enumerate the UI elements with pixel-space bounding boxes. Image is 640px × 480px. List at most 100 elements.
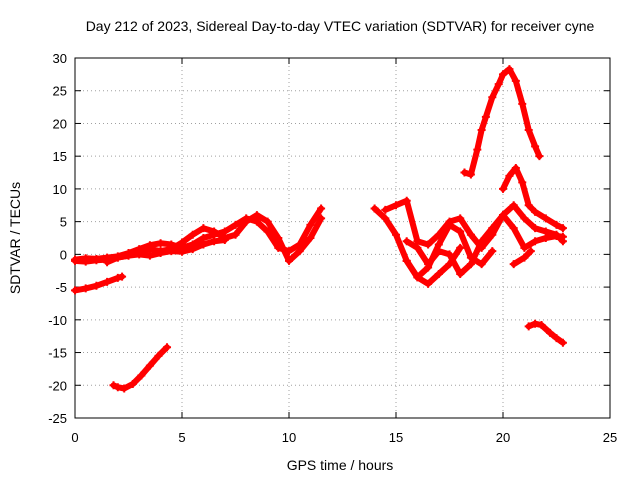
data-point xyxy=(402,237,411,246)
data-point xyxy=(494,80,503,89)
data-point xyxy=(520,243,529,252)
data-point xyxy=(220,235,229,244)
data-point xyxy=(92,281,101,290)
data-point xyxy=(434,240,443,249)
y-tick-label: 10 xyxy=(53,182,67,197)
data-point xyxy=(499,184,507,193)
data-point xyxy=(113,273,122,282)
data-point xyxy=(511,163,520,172)
data-point xyxy=(392,201,400,210)
data-point xyxy=(466,253,475,262)
data-point xyxy=(558,338,567,347)
y-tick-label: -5 xyxy=(55,280,67,295)
series-sat-l xyxy=(509,247,535,269)
x-axis-label: GPS time / hours xyxy=(287,457,394,473)
data-point xyxy=(274,234,283,242)
data-point xyxy=(252,211,261,220)
series-sat-k xyxy=(499,163,567,233)
data-point xyxy=(113,383,122,392)
data-point xyxy=(481,112,490,121)
data-point xyxy=(477,260,486,269)
data-point xyxy=(518,178,527,187)
series-sat-c xyxy=(71,272,127,295)
x-tick-label: 10 xyxy=(282,430,296,445)
data-point xyxy=(552,334,561,343)
data-point xyxy=(466,170,475,179)
data-point xyxy=(137,371,146,380)
data-point xyxy=(511,76,520,85)
data-point xyxy=(199,224,208,233)
data-point xyxy=(285,256,293,265)
data-point xyxy=(456,270,465,278)
data-point xyxy=(526,247,535,256)
y-tick-label: -25 xyxy=(48,411,67,426)
data-point xyxy=(445,220,454,229)
data-point xyxy=(188,230,197,239)
data-point xyxy=(128,379,137,388)
data-point xyxy=(499,70,507,79)
data-point xyxy=(535,152,544,161)
data-point xyxy=(231,220,240,229)
chart-title: Day 212 of 2023, Sidereal Day-to-day VTE… xyxy=(86,18,595,34)
data-point xyxy=(92,256,101,265)
data-point xyxy=(434,270,443,278)
data-point xyxy=(520,253,529,262)
data-point xyxy=(263,217,272,226)
data-point xyxy=(188,245,197,254)
data-point xyxy=(509,260,518,269)
plot-frame xyxy=(74,57,611,419)
data-point xyxy=(531,142,540,151)
x-tick-label: 15 xyxy=(389,430,403,445)
data-point xyxy=(109,381,118,390)
data-point xyxy=(163,343,172,352)
data-point xyxy=(524,201,533,210)
data-point xyxy=(424,240,433,249)
data-point xyxy=(531,319,540,328)
data-point xyxy=(156,239,165,248)
data-point xyxy=(558,224,567,233)
data-point xyxy=(541,214,550,223)
series-line-sat-m xyxy=(525,320,566,346)
data-point xyxy=(317,214,326,223)
data-point xyxy=(518,99,527,108)
data-point xyxy=(402,256,411,265)
data-point xyxy=(231,230,240,239)
x-tick-label: 20 xyxy=(496,430,510,445)
data-point xyxy=(541,234,550,242)
y-tick-label: 25 xyxy=(53,84,67,99)
data-point xyxy=(113,253,122,262)
data-point xyxy=(156,249,165,258)
x-tick-label: 5 xyxy=(178,430,185,445)
data-point xyxy=(370,204,379,213)
data-point xyxy=(210,237,219,246)
data-point xyxy=(456,227,465,236)
data-point xyxy=(306,220,315,229)
series-sat-m xyxy=(524,319,567,347)
series-sat-i xyxy=(402,220,497,282)
data-point xyxy=(456,243,465,252)
data-point xyxy=(488,247,497,256)
data-point xyxy=(466,230,475,239)
data-point xyxy=(524,126,533,134)
data-point xyxy=(295,247,304,256)
data-point xyxy=(242,217,251,226)
data-point xyxy=(167,247,176,256)
data-point xyxy=(537,321,546,330)
data-point xyxy=(488,93,497,102)
data-point xyxy=(81,257,90,266)
y-tick-label: 20 xyxy=(53,116,67,131)
y-tick-label: -20 xyxy=(48,378,67,393)
y-tick-label: 30 xyxy=(53,51,67,66)
data-point xyxy=(124,251,133,260)
data-point xyxy=(445,250,454,259)
data-point xyxy=(477,126,486,134)
y-tick-label: -15 xyxy=(48,346,67,361)
data-point xyxy=(381,214,390,223)
data-point xyxy=(145,251,154,260)
y-axis-label: SDTVAR / TECUs xyxy=(7,182,23,294)
data-point xyxy=(118,272,127,281)
y-tick-label: -10 xyxy=(48,313,67,328)
y-tick-label: 5 xyxy=(60,215,67,230)
data-series xyxy=(71,65,567,393)
